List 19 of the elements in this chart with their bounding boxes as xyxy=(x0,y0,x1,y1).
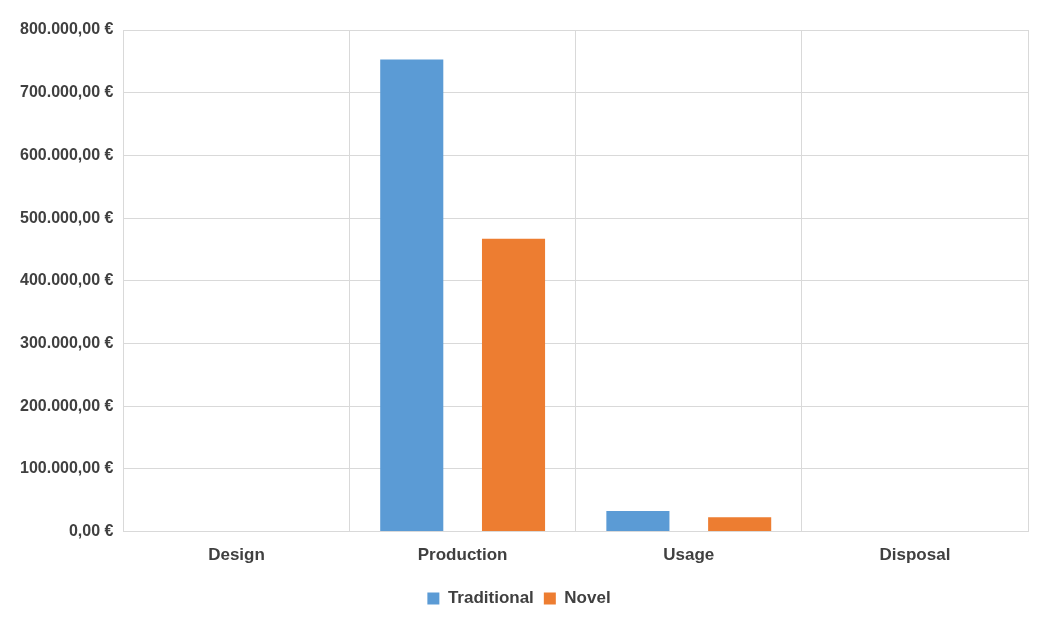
y-tick-label: 0,00 € xyxy=(68,522,114,540)
x-tick-label: Usage xyxy=(663,545,715,565)
x-tick-label: Production xyxy=(417,545,508,565)
legend-label: Traditional xyxy=(447,588,534,608)
y-tick-label: 300.000,00 € xyxy=(20,333,114,351)
y-tick-label: 800.000,00 € xyxy=(20,20,114,38)
y-tick-label: 500.000,00 € xyxy=(20,208,114,226)
x-tick-label: Design xyxy=(208,545,265,565)
bar xyxy=(708,517,772,532)
bar xyxy=(481,238,546,532)
y-tick-label: 600.000,00 € xyxy=(20,145,114,163)
bar xyxy=(380,59,444,532)
y-tick-label: 400.000,00 € xyxy=(20,271,114,289)
x-tick-label: Disposal xyxy=(879,545,951,565)
y-tick-label: 100.000,00 € xyxy=(20,459,114,477)
bar xyxy=(606,510,670,532)
legend-label: Novel xyxy=(564,588,611,608)
y-tick-label: 700.000,00 € xyxy=(20,83,114,101)
y-tick-label: 200.000,00 € xyxy=(20,396,114,414)
